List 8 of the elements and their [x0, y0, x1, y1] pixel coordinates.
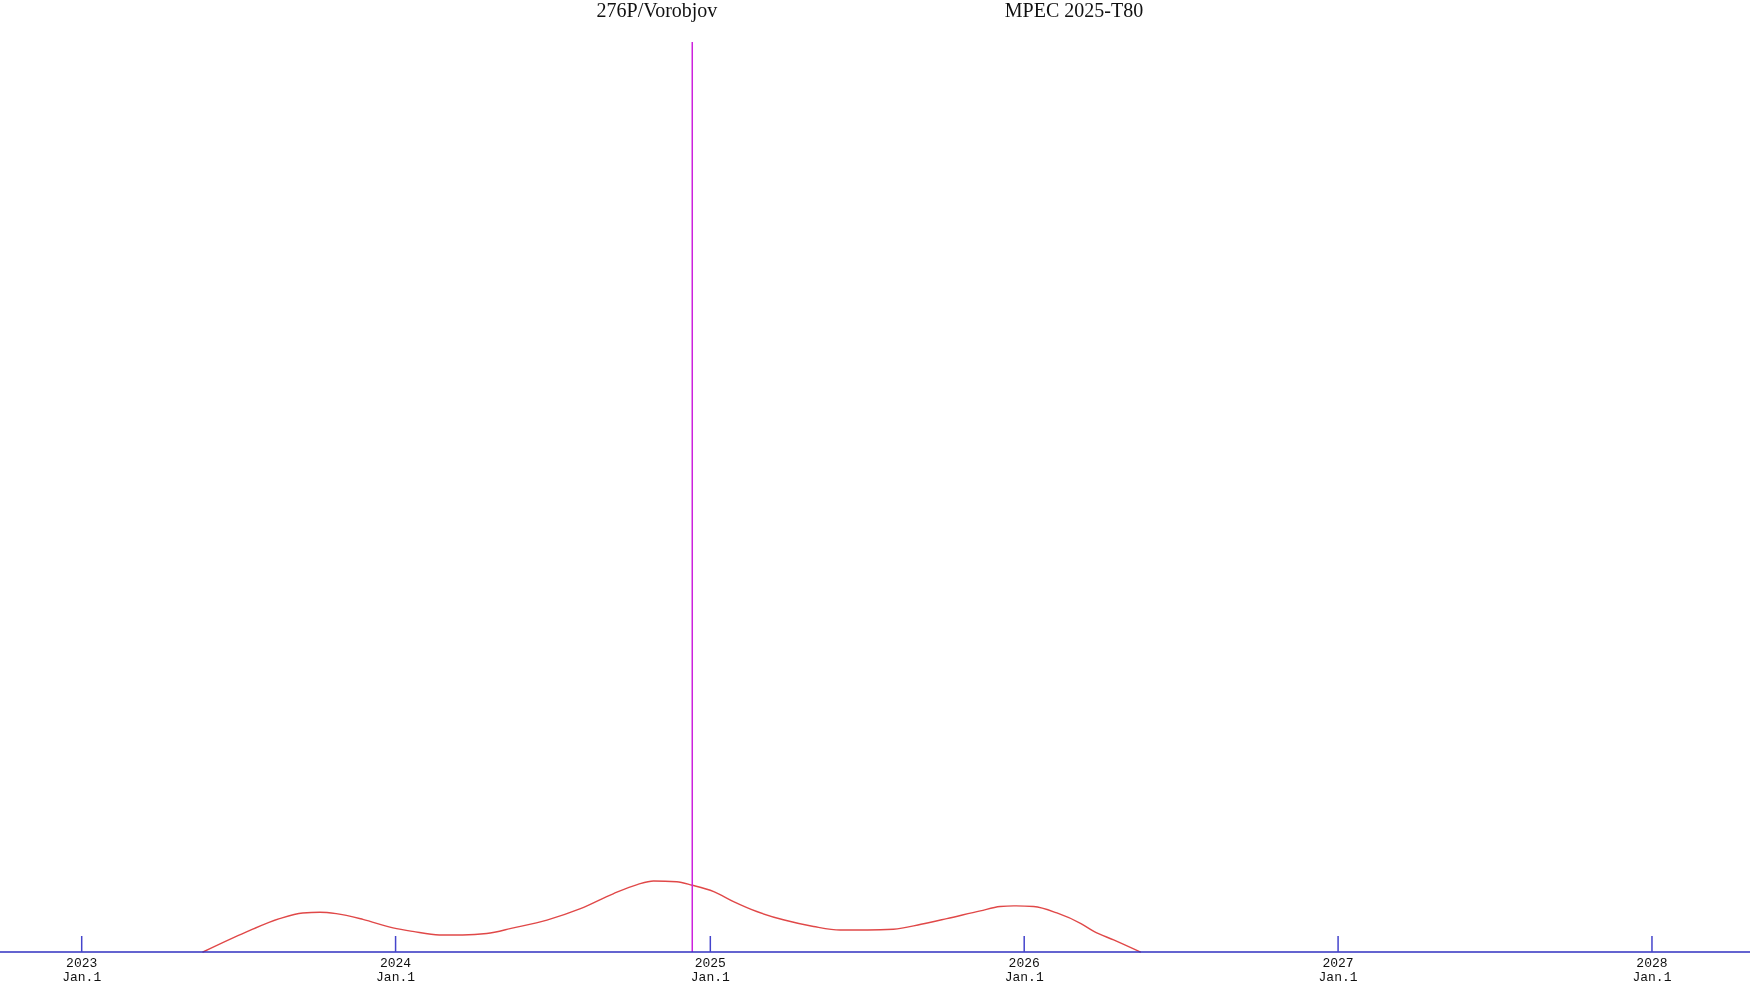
- x-tick-label: 2027 Jan.1: [1318, 956, 1358, 985]
- chart-title: 276P/Vorobjov: [596, 0, 718, 22]
- x-tick-label: 2024 Jan.1: [376, 956, 416, 985]
- chart-subtitle: MPEC 2025-T80: [1004, 0, 1144, 21]
- x-tick-label: 2025 Jan.1: [690, 956, 731, 985]
- x-tick-label: 2026 Jan.1: [1004, 956, 1044, 985]
- x-tick-label: 2023 Jan.1: [62, 956, 102, 985]
- x-tick-label: 2028 Jan.1: [1632, 956, 1672, 985]
